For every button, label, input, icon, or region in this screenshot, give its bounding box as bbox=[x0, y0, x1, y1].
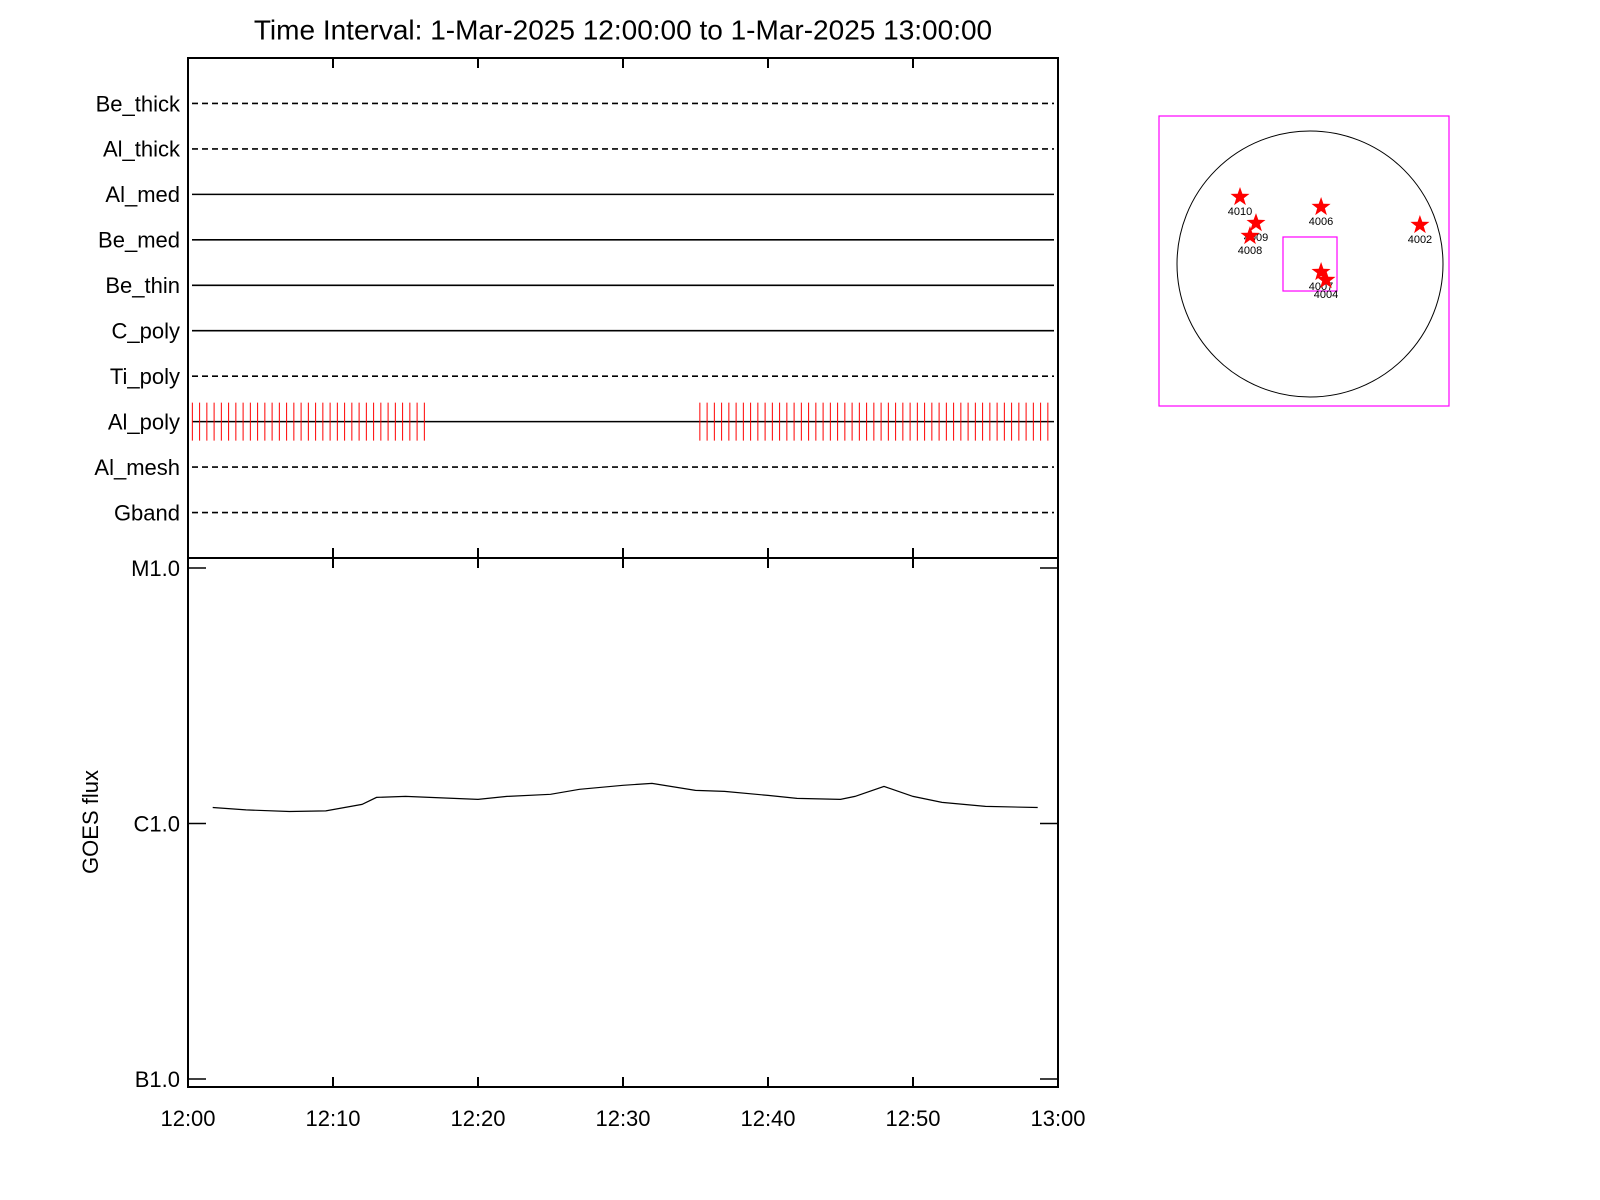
panel-frame bbox=[187, 57, 1059, 559]
x-tick-label: 12:30 bbox=[595, 1106, 650, 1131]
row-label: Be_thick bbox=[96, 91, 181, 116]
flux-line bbox=[212, 782, 1038, 813]
x-tick-label: 12:00 bbox=[160, 1106, 215, 1131]
region-star bbox=[1246, 213, 1266, 232]
row-label: C_poly bbox=[112, 319, 180, 344]
y-axis-label: GOES flux bbox=[78, 770, 103, 874]
region-star bbox=[1311, 197, 1331, 216]
map-frame bbox=[1158, 115, 1450, 407]
row-label: Ti_poly bbox=[110, 364, 180, 389]
region-label: 4008 bbox=[1238, 245, 1262, 257]
region-label: 4006 bbox=[1309, 216, 1333, 228]
y-tick-label: M1.0 bbox=[131, 556, 180, 581]
panel-frame bbox=[187, 557, 1059, 1088]
y-tick-label: B1.0 bbox=[135, 1067, 180, 1092]
x-tick-label: 12:10 bbox=[305, 1106, 360, 1131]
region-star bbox=[1311, 262, 1331, 281]
row-label: Al_med bbox=[105, 182, 180, 207]
row-label: Be_thin bbox=[105, 273, 180, 298]
solar-disk bbox=[1176, 130, 1444, 398]
region-star bbox=[1230, 187, 1250, 206]
x-tick-label: 12:20 bbox=[450, 1106, 505, 1131]
chart-title: Time Interval: 1-Mar-2025 12:00:00 to 1-… bbox=[254, 14, 992, 45]
row-label: Be_med bbox=[98, 228, 180, 253]
region-label: 4010 bbox=[1228, 206, 1252, 218]
fov-box bbox=[1282, 236, 1338, 292]
y-tick-label: C1.0 bbox=[134, 811, 180, 836]
x-tick-label: 13:00 bbox=[1030, 1106, 1085, 1131]
row-label: Al_poly bbox=[108, 409, 180, 434]
x-tick-label: 12:40 bbox=[740, 1106, 795, 1131]
region-star bbox=[1410, 215, 1430, 234]
row-label: Al_thick bbox=[103, 137, 181, 162]
region-star bbox=[1240, 226, 1260, 245]
row-label: Al_mesh bbox=[94, 455, 180, 480]
region-label: 4002 bbox=[1408, 234, 1432, 246]
region-star bbox=[1316, 270, 1336, 289]
row-label: Gband bbox=[114, 500, 180, 525]
region-label: 4004 bbox=[1314, 289, 1338, 301]
x-tick-label: 12:50 bbox=[885, 1106, 940, 1131]
